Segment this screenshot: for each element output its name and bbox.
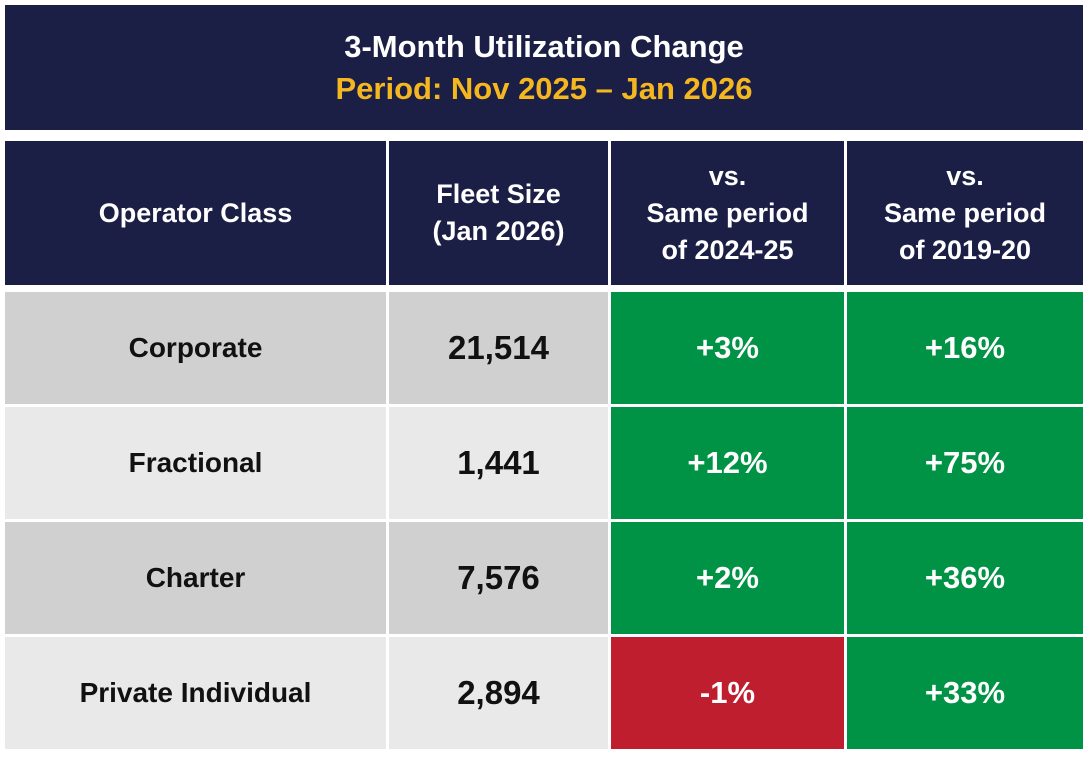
header-line: (Jan 2026) <box>432 216 565 246</box>
change-cell: +3% <box>611 292 844 404</box>
row-label: Corporate <box>5 292 386 404</box>
header-line: vs. <box>708 160 747 191</box>
header-line: of 2019-20 <box>898 234 1032 265</box>
header-line: vs. <box>946 160 984 191</box>
banner: 3-Month Utilization Change Period: Nov 2… <box>5 5 1083 130</box>
fleet-size: 1,441 <box>389 407 608 519</box>
subtitle: Period: Nov 2025 – Jan 2026 <box>335 70 753 106</box>
column-header: Operator Class <box>5 141 386 285</box>
change-cell: +33% <box>847 637 1083 749</box>
column-header: vs. Same period of 2024-25 <box>611 141 844 285</box>
change-cell: -1% <box>611 637 844 749</box>
header-line: Same period <box>883 197 1047 228</box>
change-cell: +75% <box>847 407 1083 519</box>
column-header: Fleet Size (Jan 2026) <box>389 141 608 285</box>
column-header: vs. Same period of 2019-20 <box>847 141 1083 285</box>
header-line: Fleet Size <box>436 179 561 209</box>
change-cell: +36% <box>847 522 1083 634</box>
table: Operator Class Fleet Size (Jan 2026) vs. Sam… <box>5 141 1083 749</box>
row-label: Fractional <box>5 407 386 519</box>
header-line: Operator Class <box>98 197 293 228</box>
change-cell: +16% <box>847 292 1083 404</box>
change-cell: +12% <box>611 407 844 519</box>
fleet-size: 21,514 <box>389 292 608 404</box>
header-line: of 2024-25 <box>661 234 794 265</box>
header-line: Same period <box>646 197 809 228</box>
row-label: Charter <box>5 522 386 634</box>
change-cell: +2% <box>611 522 844 634</box>
title: 3-Month Utilization Change <box>344 28 744 64</box>
fleet-size: 7,576 <box>389 522 608 634</box>
row-label: Private Individual <box>5 637 386 749</box>
fleet-size: 2,894 <box>389 637 608 749</box>
